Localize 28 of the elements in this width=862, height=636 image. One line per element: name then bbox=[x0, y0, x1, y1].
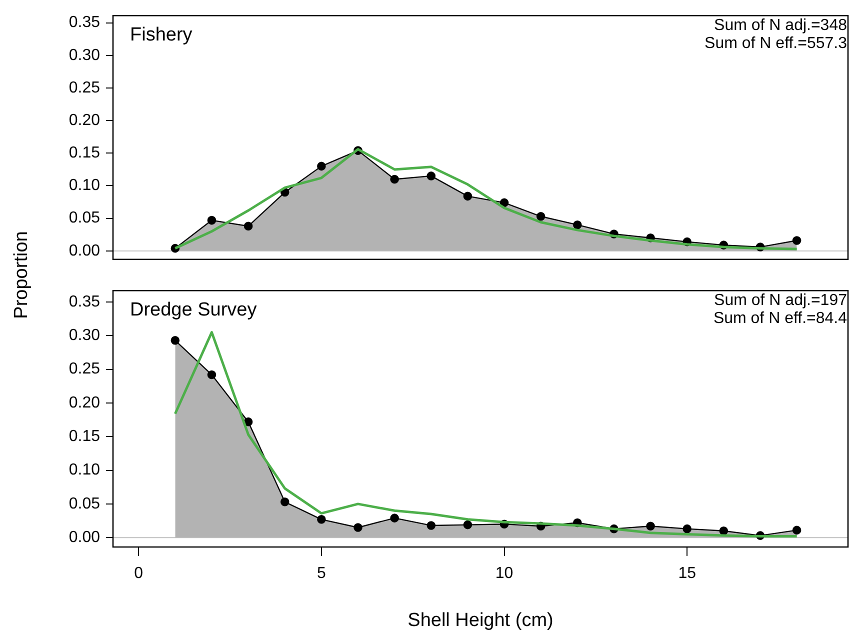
annotation: Sum of N eff.=557.3 bbox=[704, 35, 848, 52]
y-tick-label: 0.15 bbox=[68, 144, 100, 162]
x-tick-label: 5 bbox=[316, 565, 326, 582]
annotation: Sum of N adj.=348 bbox=[714, 17, 848, 34]
y-axis-title: Proportion bbox=[11, 231, 33, 319]
y-tick-label: 0.05 bbox=[68, 210, 100, 227]
x-tick-label: 15 bbox=[678, 565, 696, 582]
text: Dredge Survey bbox=[130, 299, 258, 320]
y-tick-label: 0.10 bbox=[68, 462, 100, 479]
y-tick-label: 0.20 bbox=[68, 112, 100, 129]
y-tick-label: 0.00 bbox=[68, 242, 100, 260]
annotation: Sum of N eff.=84.4 bbox=[713, 310, 848, 328]
y-tick-label: 0.05 bbox=[68, 495, 100, 512]
y-tick-label: 0.25 bbox=[68, 360, 100, 378]
y-tick-label: 0.35 bbox=[68, 293, 100, 310]
annotation: Sum of N adj.=197 bbox=[714, 292, 848, 310]
y-tick-label: 0.00 bbox=[68, 528, 100, 546]
y-tick-label: 0.15 bbox=[68, 428, 100, 446]
y-tick-label: 0.10 bbox=[68, 177, 100, 194]
y-tick-label: 0.30 bbox=[68, 327, 100, 344]
x-axis-title: Shell Height (cm) bbox=[408, 610, 554, 631]
x-tick-label: 0 bbox=[134, 565, 144, 582]
y-tick-label: 0.35 bbox=[68, 14, 100, 32]
y-tick-label: 0.20 bbox=[68, 394, 100, 412]
text: Fishery bbox=[130, 24, 193, 46]
x-tick-label: 10 bbox=[495, 565, 514, 582]
y-tick-label: 0.30 bbox=[68, 46, 100, 64]
y-tick-label: 0.25 bbox=[68, 79, 100, 96]
